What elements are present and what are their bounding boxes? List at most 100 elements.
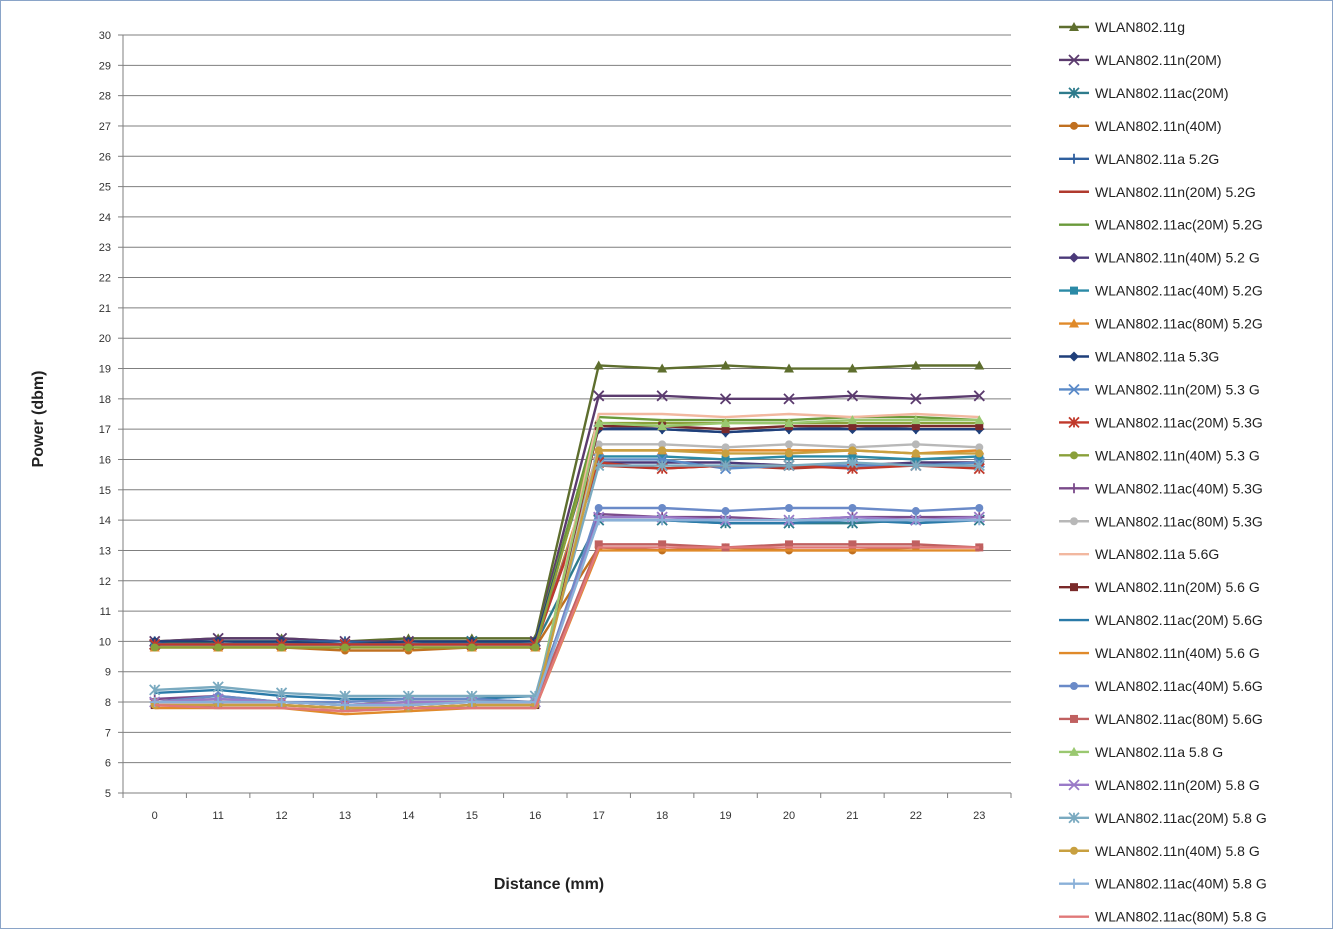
data-point	[1070, 583, 1078, 592]
x-axis-title: Distance (mm)	[494, 876, 604, 893]
x-tick-label: 21	[846, 810, 858, 822]
legend-label: WLAN802.11n(40M) 5.8 G	[1095, 843, 1260, 859]
data-point	[593, 515, 604, 526]
y-tick-label: 6	[105, 758, 111, 770]
data-point	[847, 415, 858, 425]
data-point	[785, 540, 793, 549]
legend-item: WLAN802.11ac(40M) 5.6G	[1059, 678, 1263, 694]
data-point	[594, 452, 603, 461]
data-point	[593, 390, 605, 402]
legend-item: WLAN802.11a 5.6G	[1059, 546, 1219, 562]
data-point	[1069, 351, 1079, 362]
series-line	[154, 394, 980, 643]
data-point	[721, 443, 730, 452]
data-point	[721, 449, 730, 458]
data-point	[847, 515, 858, 526]
legend-item: WLAN802.11a 5.2G	[1059, 151, 1219, 167]
legend-label: WLAN802.11a 5.8 G	[1095, 744, 1223, 760]
y-tick-label: 13	[99, 545, 111, 557]
x-tick-label: 20	[783, 810, 795, 822]
y-axis-title: Power (dbm)	[30, 371, 47, 468]
y-tick-label: 5	[105, 788, 111, 800]
legend-item: WLAN802.11n(20M) 5.8 G	[1059, 777, 1260, 793]
data-point	[402, 690, 415, 702]
y-tick-label: 9	[105, 667, 111, 679]
data-point	[594, 446, 603, 455]
legend-item: WLAN802.11n(20M) 5.2G	[1059, 184, 1256, 200]
y-tick-label: 17	[99, 424, 111, 436]
y-tick-label: 23	[99, 242, 111, 254]
data-point	[910, 393, 922, 405]
y-tick-label: 25	[99, 182, 111, 194]
data-point	[658, 446, 667, 455]
legend-label: WLAN802.11a 5.6G	[1095, 546, 1219, 562]
y-tick-label: 27	[99, 121, 111, 133]
data-point	[1069, 252, 1079, 263]
data-point	[848, 422, 857, 431]
series-14	[150, 419, 984, 652]
legend-item: WLAN802.11ac(20M) 5.6G	[1059, 612, 1263, 628]
legend-item: WLAN802.11ac(40M) 5.3G	[1059, 480, 1263, 496]
legend-item: WLAN802.11ac(20M)	[1059, 85, 1229, 101]
x-tick-label: 12	[275, 810, 287, 822]
data-point	[404, 643, 413, 652]
legend-item: WLAN802.11n(40M)	[1059, 118, 1222, 134]
data-point	[1070, 121, 1078, 130]
series-line	[154, 546, 980, 713]
y-tick-label: 26	[99, 151, 111, 163]
legend-label: WLAN802.11ac(20M) 5.2G	[1095, 217, 1263, 233]
series-line	[154, 461, 980, 646]
y-tick-label: 19	[99, 364, 111, 376]
data-point	[214, 643, 223, 652]
legend-label: WLAN802.11ac(80M) 5.6G	[1095, 711, 1263, 727]
data-point	[1068, 779, 1080, 791]
legend-item: WLAN802.11ac(80M) 5.2G	[1059, 316, 1263, 332]
data-point	[910, 515, 921, 526]
legend-label: WLAN802.11a 5.2G	[1095, 151, 1219, 167]
data-point	[213, 697, 224, 708]
data-point	[149, 684, 161, 696]
legend-label: WLAN802.11ac(80M) 5.3G	[1095, 513, 1263, 529]
data-point	[911, 440, 920, 449]
legend-item: WLAN802.11ac(80M) 5.3G	[1059, 513, 1263, 529]
data-point	[784, 363, 794, 373]
x-tick-label: 14	[402, 810, 414, 822]
data-point	[1070, 714, 1078, 723]
y-tick-label: 11	[100, 606, 111, 618]
data-point	[1069, 22, 1079, 31]
data-point	[973, 390, 985, 402]
legend-item: WLAN802.11ac(20M) 5.2G	[1059, 217, 1263, 233]
x-tick-label: 17	[593, 810, 605, 822]
data-point	[658, 503, 667, 512]
legend-item: WLAN802.11ac(40M) 5.8 G	[1059, 876, 1267, 892]
data-point	[846, 390, 859, 402]
y-tick-label: 20	[99, 333, 111, 345]
data-point	[212, 681, 224, 693]
data-point	[721, 507, 730, 516]
data-point	[657, 363, 668, 373]
data-point	[1068, 54, 1080, 66]
y-tick-label: 7	[105, 727, 111, 739]
data-point	[658, 452, 667, 461]
data-point	[974, 415, 985, 425]
data-point	[1069, 483, 1079, 494]
data-point	[910, 459, 922, 472]
legend-item: WLAN802.11n(40M) 5.8 G	[1059, 843, 1260, 859]
x-tick-label: 16	[529, 810, 541, 822]
y-tick-label: 16	[99, 454, 111, 466]
data-point	[848, 452, 857, 461]
data-point	[658, 440, 667, 449]
data-point	[910, 415, 921, 425]
data-point	[847, 363, 858, 373]
series-line	[154, 364, 980, 643]
data-point	[783, 393, 795, 405]
series-28	[154, 546, 980, 713]
data-point	[783, 459, 795, 472]
data-point	[1068, 812, 1080, 824]
data-point	[1069, 878, 1079, 889]
y-tick-label: 24	[99, 212, 111, 224]
legend-label: WLAN802.11n(20M)	[1095, 52, 1222, 68]
data-point	[656, 459, 668, 472]
data-point	[658, 540, 667, 549]
